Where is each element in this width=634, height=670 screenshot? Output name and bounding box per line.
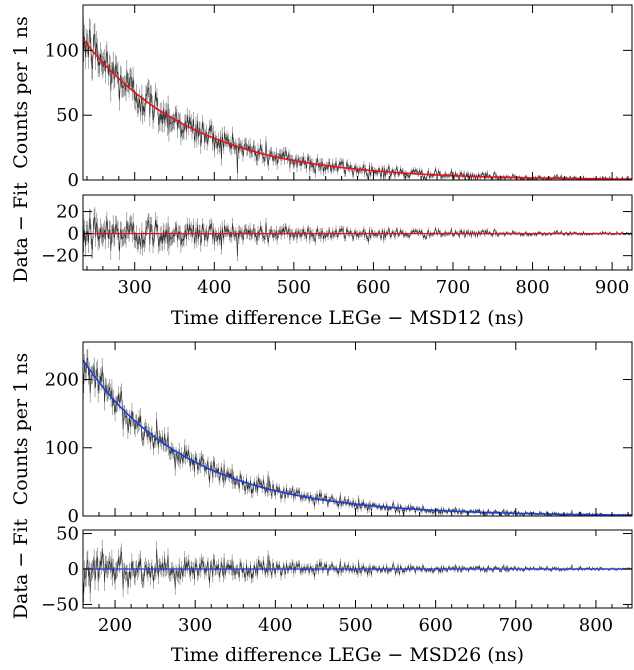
main-plot-frame bbox=[82, 341, 633, 517]
y-tick-label: 100 bbox=[45, 438, 79, 459]
y-tick-label: 200 bbox=[45, 370, 79, 391]
y-axis-title: Counts per 1 ns bbox=[10, 16, 32, 169]
data-error-bars bbox=[83, 5, 632, 180]
y-tick-label: 50 bbox=[56, 105, 79, 126]
y-tick-label: 100 bbox=[45, 40, 79, 61]
y-tick-label: 0 bbox=[68, 506, 79, 527]
x-tick-label: 300 bbox=[118, 277, 152, 298]
data-series bbox=[83, 357, 632, 516]
x-tick-label: 300 bbox=[178, 615, 212, 636]
data-error-bars bbox=[83, 349, 632, 516]
x-tick-label: 700 bbox=[499, 615, 533, 636]
fit-curve bbox=[83, 38, 632, 180]
residual-tick-label: 50 bbox=[56, 524, 79, 545]
x-tick-label: 800 bbox=[515, 277, 549, 298]
fit-curve bbox=[83, 359, 632, 516]
residual-series bbox=[83, 201, 632, 257]
x-tick-label: 700 bbox=[436, 277, 470, 298]
x-tick-label: 400 bbox=[258, 615, 292, 636]
x-tick-label: 500 bbox=[338, 615, 372, 636]
residual-axis-title: Data − Fit bbox=[10, 182, 32, 283]
residual-tick-label: −50 bbox=[41, 594, 79, 615]
x-tick-label: 600 bbox=[418, 615, 452, 636]
data-points bbox=[83, 5, 632, 180]
x-tick-label: 400 bbox=[197, 277, 231, 298]
main-plot-frame bbox=[82, 4, 633, 181]
residual-axis-title: Data − Fit bbox=[10, 518, 32, 619]
data-series bbox=[83, 5, 632, 180]
y-axis-title: Counts per 1 ns bbox=[10, 353, 32, 506]
x-tick-label: 600 bbox=[356, 277, 390, 298]
residual-error-bars bbox=[83, 195, 632, 262]
residual-points bbox=[83, 539, 632, 603]
x-tick-label: 900 bbox=[595, 277, 629, 298]
residual-tick-label: −20 bbox=[41, 246, 79, 267]
residual-points bbox=[83, 195, 632, 262]
x-tick-label: 500 bbox=[277, 277, 311, 298]
y-tick-label: 0 bbox=[68, 170, 79, 191]
x-tick-label: 200 bbox=[98, 615, 132, 636]
x-axis-title: Time difference LEGe − MSD26 (ns) bbox=[171, 644, 524, 666]
x-axis-title: Time difference LEGe − MSD12 (ns) bbox=[171, 307, 524, 329]
residual-tick-label: 20 bbox=[56, 202, 79, 223]
data-points bbox=[83, 349, 632, 516]
residual-tick-label: 0 bbox=[68, 559, 79, 580]
x-tick-label: 800 bbox=[579, 615, 613, 636]
residual-tick-label: 0 bbox=[68, 224, 79, 245]
